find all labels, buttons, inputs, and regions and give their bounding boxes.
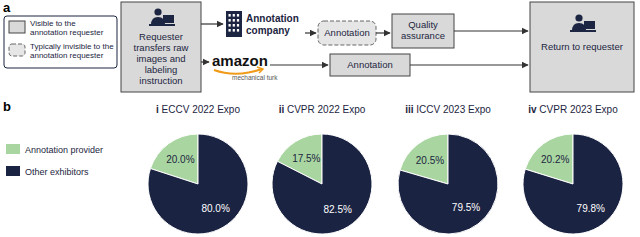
pie-value-label: 20.0%	[166, 154, 194, 165]
legend-label: Visible to theannotation requester	[30, 19, 104, 37]
arrow	[201, 23, 223, 24]
panel-label: a	[3, 0, 11, 15]
logo-arrow	[257, 67, 263, 73]
pie-slice	[272, 134, 372, 234]
text-line: annotation requester	[30, 51, 104, 60]
arrow	[270, 64, 328, 65]
pie-value-label: 20.2%	[541, 154, 569, 165]
person-icon	[570, 14, 596, 32]
building-window	[229, 29, 231, 32]
building-window	[237, 24, 239, 27]
title-numeral: iii	[405, 104, 416, 115]
desk	[149, 24, 175, 26]
pie-slice	[148, 134, 248, 234]
annotation-box	[318, 21, 376, 45]
person-head	[575, 14, 582, 21]
building-window	[237, 14, 239, 17]
qa-label: Qualityassurance	[401, 19, 445, 41]
arrow	[201, 61, 209, 62]
title-numeral: iv	[528, 104, 539, 115]
legend-label: Other exhibitors	[25, 167, 89, 177]
text-line: Annotation	[246, 13, 299, 24]
text-line: Typically invisible to the	[30, 42, 114, 51]
legend-swatch	[9, 21, 25, 33]
panel-label: b	[3, 99, 11, 114]
text-line: transfers raw	[134, 42, 189, 53]
figure: aVisible to theannotation requesterTypic…	[0, 0, 640, 237]
pie-value-label: 79.8%	[577, 203, 605, 214]
text-line: instruction	[139, 75, 182, 86]
text-line: Visible to the	[30, 19, 76, 28]
title-text: ECCV 2022 Expo	[162, 104, 241, 115]
legend-swatch	[6, 144, 20, 154]
pie-title: iv CVPR 2023 Expo	[528, 104, 618, 115]
pie-value-label: 80.0%	[201, 203, 229, 214]
arrow	[454, 30, 528, 31]
title-text: CVPR 2022 Expo	[287, 104, 366, 115]
qa-box	[392, 14, 454, 48]
requester-box	[121, 2, 201, 92]
text-line: Annotation	[347, 59, 392, 70]
mturk-logo: amazon	[212, 52, 268, 69]
person-body	[151, 17, 165, 25]
return-label: Return to requester	[541, 41, 623, 52]
legend-swatch	[6, 166, 20, 176]
annotation-box-2	[330, 54, 410, 76]
legend-label: Annotation provider	[25, 145, 103, 155]
legend-frame	[4, 16, 117, 68]
pie-slice	[523, 134, 623, 234]
pie-value-label: 79.5%	[452, 202, 480, 213]
building-body	[226, 11, 242, 37]
building-window	[233, 14, 235, 17]
arrow	[410, 64, 528, 65]
laptop-screen	[584, 21, 595, 29]
text-line: assurance	[401, 30, 445, 41]
building-window	[237, 19, 239, 22]
text-line: labeling	[145, 64, 178, 75]
annotation-label: Annotation	[324, 27, 369, 38]
building-window	[229, 14, 231, 17]
building-window	[233, 24, 235, 27]
building-window	[233, 19, 235, 22]
arrow	[305, 32, 316, 33]
mturk-sublabel: mechanical turk	[232, 74, 278, 81]
pie-value-label: 82.5%	[323, 204, 351, 215]
arrow	[376, 32, 390, 33]
company-label: Annotationcompany	[246, 13, 299, 36]
building-window	[229, 24, 231, 27]
return-box	[530, 2, 634, 92]
title-numeral: ii	[279, 104, 287, 115]
pie-slice	[398, 134, 498, 234]
text-line: company	[246, 25, 290, 36]
text-line: Quality	[408, 19, 438, 30]
text-line: Requester	[139, 31, 183, 42]
text-line: images and	[136, 53, 185, 64]
title-text: ICCV 2023 Expo	[416, 104, 491, 115]
legend-swatch	[9, 44, 25, 56]
desk	[570, 30, 596, 32]
person-head	[154, 8, 161, 15]
building-window	[237, 29, 239, 32]
person-body	[572, 23, 586, 31]
legend-label: Typically invisible to theannotation req…	[30, 42, 114, 60]
requester-label: Requestertransfers rawimages andlabeling…	[134, 31, 189, 86]
building-icon	[226, 11, 242, 37]
pie-title: iii ICCV 2023 Expo	[405, 104, 491, 115]
pie-value-label: 20.5%	[416, 155, 444, 166]
building-window	[229, 19, 231, 22]
building-window	[233, 29, 235, 32]
pie-title: ii CVPR 2022 Expo	[279, 104, 366, 115]
pie-value-label: 17.5%	[292, 153, 320, 164]
text-line: Return to requester	[541, 41, 623, 52]
text-line: Annotation	[324, 27, 369, 38]
person-icon	[149, 8, 175, 26]
laptop-screen	[163, 15, 174, 23]
text-line: annotation requester	[30, 28, 104, 37]
annotation-label-2: Annotation	[347, 59, 392, 70]
pie-title: i ECCV 2022 Expo	[156, 104, 240, 115]
title-text: CVPR 2023 Expo	[539, 104, 618, 115]
